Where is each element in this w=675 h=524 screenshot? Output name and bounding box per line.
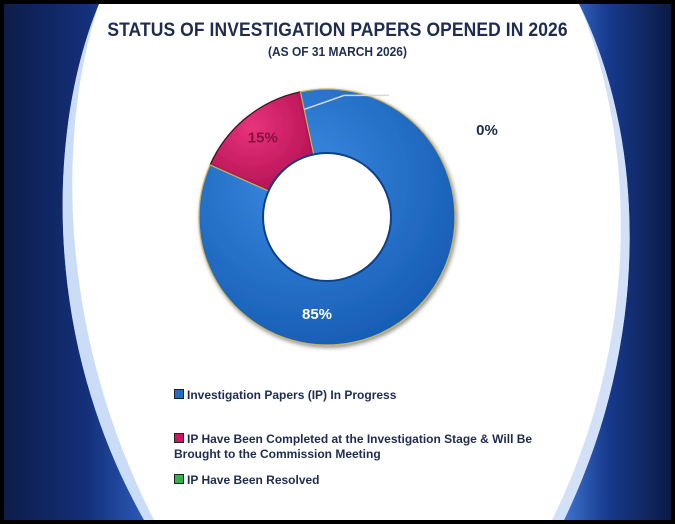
data-label-in-progress: 85% [302,306,332,323]
legend-item: Investigation Papers (IP) In Progress [174,388,534,403]
legend-item: IP Have Been Completed at the Investigat… [174,432,534,462]
legend-label: Investigation Papers (IP) In Progress [187,388,397,402]
labels-group: 15% 85% 0% [248,94,498,323]
left-swoosh-highlight [62,4,154,520]
leader-line-resolved [303,94,390,111]
legend-item: IP Have Been Resolved [174,473,534,488]
legend-swatch-completed [174,433,184,443]
right-swoosh [564,4,671,520]
legend-swatch-in-progress [174,389,184,399]
legend-label: IP Have Been Completed at the Investigat… [174,432,533,461]
legend-label: IP Have Been Resolved [187,473,320,487]
data-label-resolved: 0% [476,122,498,139]
chart-subtitle: (AS OF 31 MARCH 2026) [268,44,407,59]
donut-chart: 15% 85% 0% [198,88,498,346]
donut-hole [262,152,392,282]
chart-title: STATUS OF INVESTIGATION PAPERS OPENED IN… [107,20,568,41]
left-swoosh [4,4,144,520]
slide-panel: STATUS OF INVESTIGATION PAPERS OPENED IN… [4,4,671,520]
right-swoosh-highlight [552,4,630,520]
legend-swatch-resolved [174,474,184,484]
data-label-completed: 15% [248,130,278,147]
slices-group [198,88,456,346]
background-swooshes [4,4,671,520]
